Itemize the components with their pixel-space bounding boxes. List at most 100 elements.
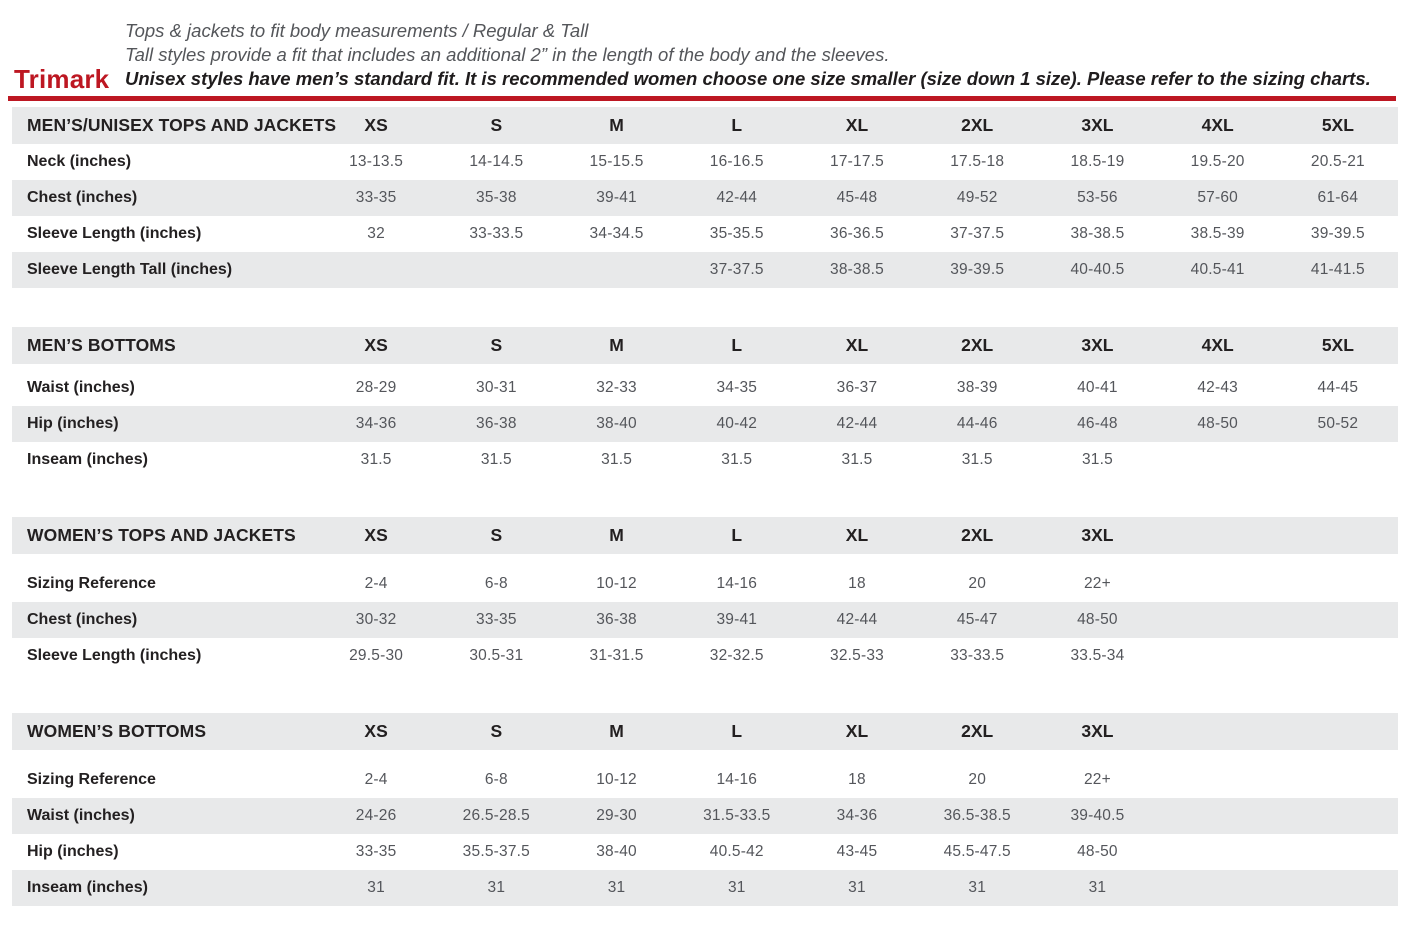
size-column-header: 4XL: [1201, 115, 1234, 135]
size-value-cell: 32.5-33: [830, 647, 884, 664]
size-value-cell: 36-36.5: [830, 225, 884, 242]
size-value-cell: 33-33.5: [469, 225, 524, 242]
size-value-cell: 18: [848, 771, 866, 788]
size-value-cell: 53-56: [1077, 189, 1118, 206]
size-value-cell: 28-29: [355, 379, 397, 396]
size-value-cell: 34-36: [355, 415, 397, 432]
size-value-cell: 29.5-30: [349, 647, 404, 664]
size-column-header: M: [609, 115, 624, 135]
size-value-cell: 33-35: [355, 189, 397, 206]
size-value-cell: 10-12: [596, 575, 637, 592]
size-value-cell: 42-44: [716, 189, 758, 206]
row-label: Sizing Reference: [27, 771, 156, 788]
size-table-womens-bottoms: WOMEN’S BOTTOMS XS S M L XL 2XL 3XL Sizing Refer…: [12, 713, 1398, 906]
size-value-cell: 31.5: [841, 451, 873, 468]
table-row: Inseam (inches) 31.5 31.5 31.5 31.5 31.5 31.5 3…: [12, 442, 1398, 478]
table-row: Neck (inches) 13-13.5 14-14.5 15-15.5 16-16.…: [12, 144, 1398, 180]
size-value-cell: 14-16: [716, 771, 758, 788]
header-note-line3: Unisex styles have men’s standard fit. I…: [125, 68, 1371, 89]
size-value-cell: 30.5-31: [469, 647, 524, 664]
table-header-row: WOMEN’S TOPS AND JACKETS XS S M L XL 2XL 3XL: [12, 517, 1398, 554]
row-label: Inseam (inches): [27, 451, 148, 468]
table-row: Waist (inches) 28-29 30-31 32-33 34-35 36-37 3…: [12, 370, 1398, 406]
size-value-cell: 40-42: [716, 415, 758, 432]
size-value-cell: 44-45: [1317, 379, 1359, 396]
size-value-cell: 39-41: [596, 189, 637, 206]
size-column-header: XL: [845, 721, 869, 741]
size-value-cell: 61-64: [1317, 189, 1359, 206]
table-row: Chest (inches) 33-35 35-38 39-41 42-44 45-48 4…: [12, 180, 1398, 216]
size-value-cell: 38.5-39: [1190, 225, 1245, 242]
size-value-cell: 35-38: [476, 189, 517, 206]
size-value-cell: 50-52: [1317, 415, 1359, 432]
size-value-cell: 38-40: [596, 843, 637, 860]
table-row: Inseam (inches) 31 31 31 31 31 31 31: [12, 870, 1398, 906]
size-table-mens-unisex-tops-and-jackets: MEN’S/UNISEX TOPS AND JACKETS XS S M L XL 2XL 3…: [12, 107, 1398, 288]
size-value-cell: 35.5-37.5: [462, 843, 530, 860]
size-column-header: S: [490, 115, 503, 135]
row-label: Sleeve Length (inches): [27, 225, 202, 242]
size-value-cell: 40-41: [1077, 379, 1118, 396]
size-value-cell: 40.5-42: [709, 843, 764, 860]
size-value-cell: 48-50: [1077, 611, 1118, 628]
size-value-cell: 30-32: [355, 611, 397, 628]
table-row: Chest (inches) 30-32 33-35 36-38 39-41 42-44 4…: [12, 602, 1398, 638]
size-column-header: 3XL: [1081, 115, 1114, 135]
size-column-header: 2XL: [961, 525, 994, 545]
size-value-cell: 40.5-41: [1190, 261, 1245, 278]
table-row: Sleeve Length Tall (inches) 37-37.5 38-38.…: [12, 252, 1398, 288]
size-value-cell: 31: [607, 879, 626, 896]
size-column-header: 3XL: [1081, 335, 1114, 355]
table-row: Hip (inches) 33-35 35.5-37.5 38-40 40.5-42 43…: [12, 834, 1398, 870]
size-value-cell: 22+: [1083, 575, 1111, 592]
size-value-cell: 14-14.5: [469, 153, 524, 170]
size-value-cell: 33-35: [355, 843, 397, 860]
size-value-cell: 33.5-34: [1070, 647, 1125, 664]
size-column-header: XS: [364, 721, 388, 741]
header-note-line2: Tall styles provide a fit that includes …: [125, 44, 890, 65]
size-value-cell: 31.5: [601, 451, 633, 468]
row-label: Chest (inches): [27, 189, 138, 206]
size-value-cell: 42-44: [836, 611, 878, 628]
size-value-cell: 31-31.5: [589, 647, 644, 664]
size-value-cell: 20.5-21: [1310, 153, 1365, 170]
size-column-header: 4XL: [1201, 335, 1234, 355]
size-value-cell: 31.5: [961, 451, 993, 468]
table-title: WOMEN’S BOTTOMS: [27, 721, 207, 741]
size-value-cell: 31: [367, 879, 385, 896]
size-column-header: 2XL: [961, 115, 994, 135]
size-column-header: S: [490, 721, 503, 741]
size-value-cell: 36-37: [836, 379, 878, 396]
size-column-header: XS: [364, 115, 388, 135]
size-value-cell: 45.5-47.5: [943, 843, 1011, 860]
size-value-cell: 32-32.5: [709, 647, 764, 664]
size-value-cell: 2-4: [364, 771, 388, 788]
size-value-cell: 33-35: [476, 611, 517, 628]
size-column-header: L: [731, 525, 743, 545]
size-column-header: 3XL: [1081, 525, 1114, 545]
size-column-header: 2XL: [961, 335, 994, 355]
size-value-cell: 31.5: [360, 451, 392, 468]
size-value-cell: 19.5-20: [1190, 153, 1245, 170]
header-note-line1: Tops & jackets to fit body measurements …: [125, 20, 589, 41]
row-label: Waist (inches): [27, 379, 135, 396]
size-value-cell: 20: [968, 575, 987, 592]
size-value-cell: 31.5: [721, 451, 753, 468]
size-value-cell: 36-38: [476, 415, 517, 432]
tables: MEN’S/UNISEX TOPS AND JACKETS XS S M L XL 2XL 3…: [12, 107, 1398, 906]
size-value-cell: 42-43: [1197, 379, 1238, 396]
table-row: Sizing Reference 2-4 6-8 10-12 14-16 18 20 22+: [12, 762, 1398, 798]
size-column-header: 5XL: [1321, 115, 1354, 135]
size-column-header: 2XL: [961, 721, 994, 741]
size-value-cell: 30-31: [476, 379, 517, 396]
size-value-cell: 16-16.5: [709, 153, 764, 170]
table-title: WOMEN’S TOPS AND JACKETS: [27, 525, 296, 545]
size-value-cell: 35-35.5: [709, 225, 764, 242]
size-value-cell: 31: [1088, 879, 1107, 896]
size-table-womens-tops-and-jackets: WOMEN’S TOPS AND JACKETS XS S M L XL 2XL 3XL Siz…: [12, 517, 1398, 674]
row-label: Waist (inches): [27, 807, 135, 824]
table-row: Hip (inches) 34-36 36-38 38-40 40-42 42-44 44-…: [12, 406, 1398, 442]
size-column-header: L: [731, 115, 743, 135]
size-column-header: S: [490, 525, 503, 545]
